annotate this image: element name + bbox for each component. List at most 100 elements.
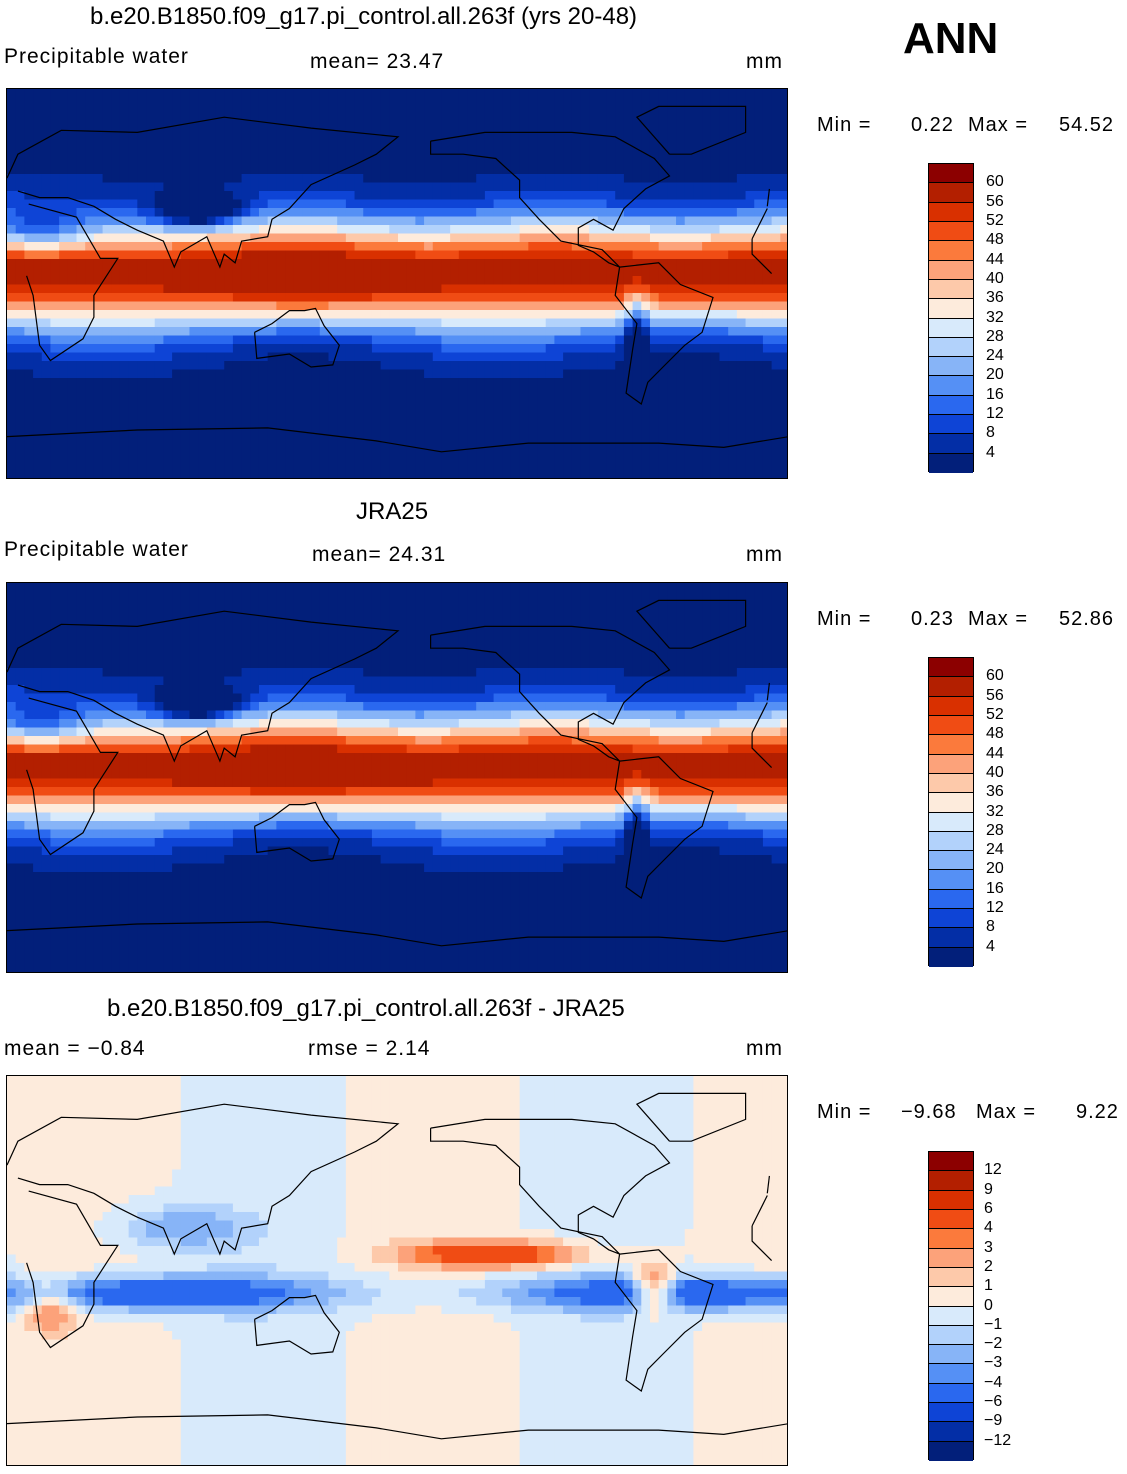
field-cell [146,608,156,618]
field-cell [250,140,260,150]
field-cell [137,420,147,430]
field-cell [59,454,69,464]
field-cell [285,301,295,311]
field-cell [146,583,156,593]
field-cell [319,123,330,133]
field-cell [580,284,590,294]
field-cell [119,191,130,201]
field-cell [493,361,503,371]
field-cell [710,378,721,388]
colorbar-tick-label: 20 [986,366,1004,384]
field-cell [745,591,755,601]
field-cell [137,216,147,226]
field-cell [676,89,686,99]
field-cell [632,437,642,447]
field-cell [328,600,338,610]
field-cell [389,191,399,201]
field-cell [337,395,347,405]
field-cell [467,250,477,260]
field-cell [293,608,304,618]
field-cell [371,293,382,303]
field-cell [337,106,347,116]
field-cell [502,625,512,635]
field-cell [267,600,277,610]
season-label: ANN [903,14,999,63]
field-cell [606,608,616,618]
field-cell [154,617,164,627]
field-cell [589,97,599,107]
field-cell [563,165,573,175]
field-cell [215,89,225,99]
field-cell [250,403,260,413]
field-cell [293,327,304,337]
field-cell [111,429,121,439]
field-cell [563,420,573,430]
field-cell [510,327,521,337]
field-cell [380,233,390,243]
field-cell [762,293,773,303]
field-cell [589,642,599,652]
field-cell [484,233,495,243]
field-cell [728,454,738,464]
field-cell [519,429,529,439]
field-cell [615,471,625,478]
field-cell [702,284,712,294]
field-cell [502,429,512,439]
field-cell [24,216,34,226]
field-cell [476,89,486,99]
field-cell [589,634,599,644]
field-cell [15,378,25,388]
field-cell [615,259,625,269]
field-cell [24,412,34,422]
field-cell [623,148,634,158]
field-cell [537,420,547,430]
field-cell [267,140,277,150]
field-cell [215,174,225,184]
field-cell [76,157,86,167]
field-cell [111,225,121,235]
field-cell [267,386,277,396]
field-cell [632,114,642,124]
field-cell [146,301,156,311]
field-cell [85,446,95,456]
field-cell [658,454,668,464]
field-cell [693,318,703,328]
field-cell [528,157,538,167]
field-cell [554,420,564,430]
field-cell [363,182,373,192]
field-cell [276,250,286,260]
field-cell [198,600,208,610]
field-cell [502,327,512,337]
field-cell [719,208,729,218]
field-cell [111,97,121,107]
field-cell [493,591,503,601]
field-cell [41,634,52,644]
field-cell [224,140,234,150]
field-cell [215,131,225,141]
field-cell [371,446,382,456]
field-cell [563,412,573,422]
field-cell [510,301,521,311]
field-cell [528,625,538,635]
field-cell [580,174,590,184]
field-cell [728,634,738,644]
field-cell [85,369,95,379]
field-cell [354,89,364,99]
field-cell [615,608,625,618]
field-cell [432,327,443,337]
field-cell [771,437,781,447]
field-cell [545,318,555,328]
field-cell [111,216,121,226]
field-cell [111,301,121,311]
field-cell [762,242,773,252]
field-cell [710,191,721,201]
field-cell [128,608,138,618]
field-cell [667,123,677,133]
field-cell [198,97,208,107]
field-cell [441,361,451,371]
field-cell [676,412,686,422]
field-cell [241,327,251,337]
field-cell [215,378,225,388]
field-cell [519,591,529,601]
field-cell [632,293,642,303]
